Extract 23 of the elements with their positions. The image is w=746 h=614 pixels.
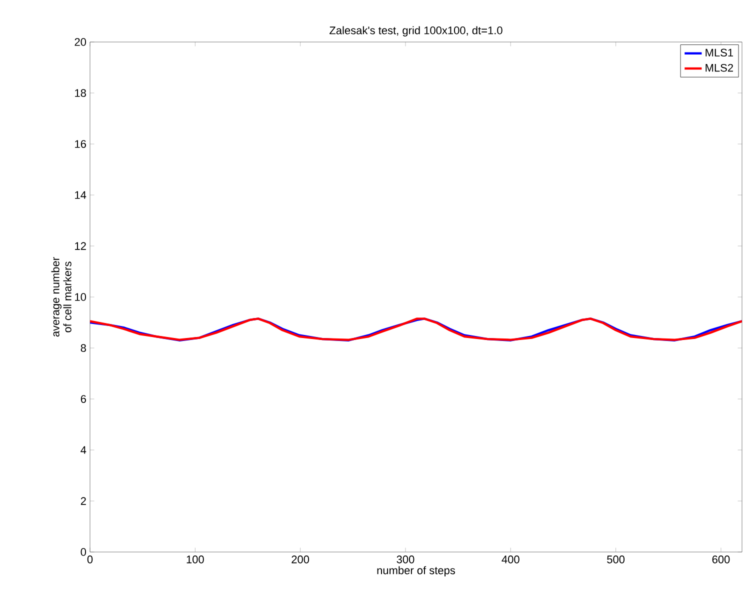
y-tick-label: 6 [80, 395, 86, 403]
chart-title: Zalesak's test, grid 100x100, dt=1.0 [330, 26, 502, 36]
x-tick-label: 400 [502, 556, 520, 564]
x-tick-label: 100 [186, 556, 204, 564]
x-tick-label: 500 [607, 556, 625, 564]
y-tick-label: 16 [75, 140, 86, 148]
y-tick-label: 18 [75, 89, 86, 97]
x-tick-label: 200 [292, 556, 310, 564]
legend-label: MLS1 [706, 48, 734, 57]
x-tick-label: 600 [712, 556, 730, 564]
x-tick-label: 300 [396, 556, 414, 564]
y-tick-label: 10 [75, 293, 86, 301]
y-tick-label: 20 [74, 38, 86, 46]
y-tick-label: 8 [80, 344, 86, 352]
y-tick-label: 14 [75, 191, 86, 199]
x-axis-title: number of steps [377, 566, 456, 576]
y-tick-label: 0 [80, 548, 86, 556]
y-axis-title: average number of cell markers [51, 257, 72, 337]
legend-label: MLS2 [706, 64, 733, 72]
y-tick-label: 2 [80, 497, 86, 505]
y-tick-label: 4 [80, 446, 86, 454]
y-tick-label: 12 [75, 242, 86, 250]
x-tick-label: 0 [87, 556, 93, 564]
